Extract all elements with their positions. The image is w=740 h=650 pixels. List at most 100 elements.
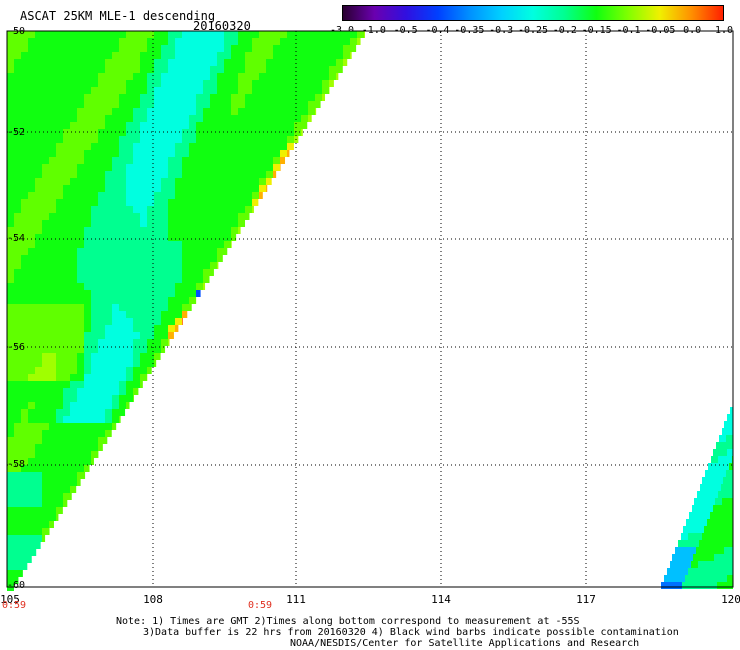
swath-cell (105, 150, 112, 157)
swath-cell (140, 318, 147, 325)
swath-cell (21, 521, 28, 528)
swath-cell (238, 150, 245, 157)
swath-cell (56, 276, 63, 283)
swath-cell (112, 220, 119, 227)
swath-cell (147, 31, 154, 38)
swath-cell (49, 108, 56, 115)
swath-cell (154, 66, 161, 73)
swath-cell (35, 472, 42, 479)
swath-cell (133, 388, 139, 395)
swath-cell (98, 395, 105, 402)
swath-cell (182, 108, 189, 115)
swath-cell (688, 533, 695, 540)
swath-cell (231, 213, 238, 220)
swath-cell (91, 374, 98, 381)
swath-cell (112, 255, 119, 262)
swath-cell (84, 416, 91, 423)
swath-cell (21, 465, 28, 472)
swath-cell (28, 59, 35, 66)
swath-cell (14, 171, 21, 178)
swath-cell (315, 59, 322, 66)
swath-cell (21, 353, 28, 360)
swath-cell (308, 115, 312, 122)
swath-cell (161, 52, 168, 59)
swath-cell (35, 108, 42, 115)
swath-cell (70, 178, 77, 185)
swath-cell (21, 199, 28, 206)
swath-cell (294, 45, 301, 52)
swath-cell (126, 185, 133, 192)
swath-cell (42, 381, 49, 388)
swath-cell (49, 143, 56, 150)
swath-cell (140, 262, 147, 269)
swath-cell (210, 213, 217, 220)
swath-cell (175, 31, 182, 38)
swath-cell (133, 38, 140, 45)
swath-cell (63, 479, 70, 486)
swath-cell (14, 87, 21, 94)
swath-cell (35, 430, 42, 437)
swath-cell (77, 465, 84, 472)
swath-cell (196, 213, 203, 220)
swath-cell (154, 304, 161, 311)
swath-cell (91, 52, 98, 59)
swath-cell (77, 192, 84, 199)
swath-cell (7, 248, 14, 255)
swath-cell (91, 304, 98, 311)
swath-cell (133, 367, 140, 374)
swath-cell (7, 171, 14, 178)
swath-cell (42, 360, 49, 367)
swath-cell (189, 45, 196, 52)
swath-cell (112, 395, 119, 402)
swath-cell (259, 171, 266, 178)
swath-cell (112, 339, 119, 346)
swath-cell (105, 346, 112, 353)
swath-cell (224, 171, 231, 178)
swath-cell (175, 143, 182, 150)
swath-cell (91, 192, 98, 199)
swath-cell (231, 234, 237, 241)
swath-cell (231, 101, 238, 108)
swath-cell (301, 101, 308, 108)
swath-cell (147, 157, 154, 164)
swath-cell (728, 554, 733, 561)
swath-cell (91, 185, 98, 192)
swath-cell (718, 526, 725, 533)
swath-cell (35, 458, 42, 465)
swath-cell (294, 108, 301, 115)
time-label-left: 0:59 (2, 600, 27, 611)
swath-cell (49, 199, 56, 206)
swath-cell (49, 395, 56, 402)
swath-cell (147, 80, 154, 87)
swath-cell (238, 220, 245, 227)
swath-cell (231, 108, 238, 115)
swath-cell (14, 227, 21, 234)
swath-cell (294, 80, 301, 87)
swath-cell (161, 157, 168, 164)
swath-cell (21, 80, 28, 87)
swath-cell (14, 451, 21, 458)
swath-cell (77, 311, 84, 318)
swath-cell (196, 115, 203, 122)
swath-cell (682, 582, 689, 589)
swath-cell (105, 248, 112, 255)
swath-cell (14, 80, 21, 87)
swath-cell (84, 150, 91, 157)
swath-cell (42, 486, 49, 493)
swath-cell (49, 101, 56, 108)
swath-cell (147, 353, 154, 360)
swath-cell (259, 164, 266, 171)
swath-cell (49, 297, 56, 304)
swath-cell (77, 360, 84, 367)
swath-cell (217, 73, 224, 80)
swath-cell (119, 31, 126, 38)
swath-cell (679, 554, 686, 561)
swath-cell (28, 458, 35, 465)
swath-cell (189, 143, 196, 150)
swath-cell (210, 129, 217, 136)
swath-cell (357, 31, 364, 38)
swath-cell (35, 31, 42, 38)
swath-cell (287, 101, 294, 108)
swath-cell (217, 220, 224, 227)
swath-cell (63, 38, 70, 45)
